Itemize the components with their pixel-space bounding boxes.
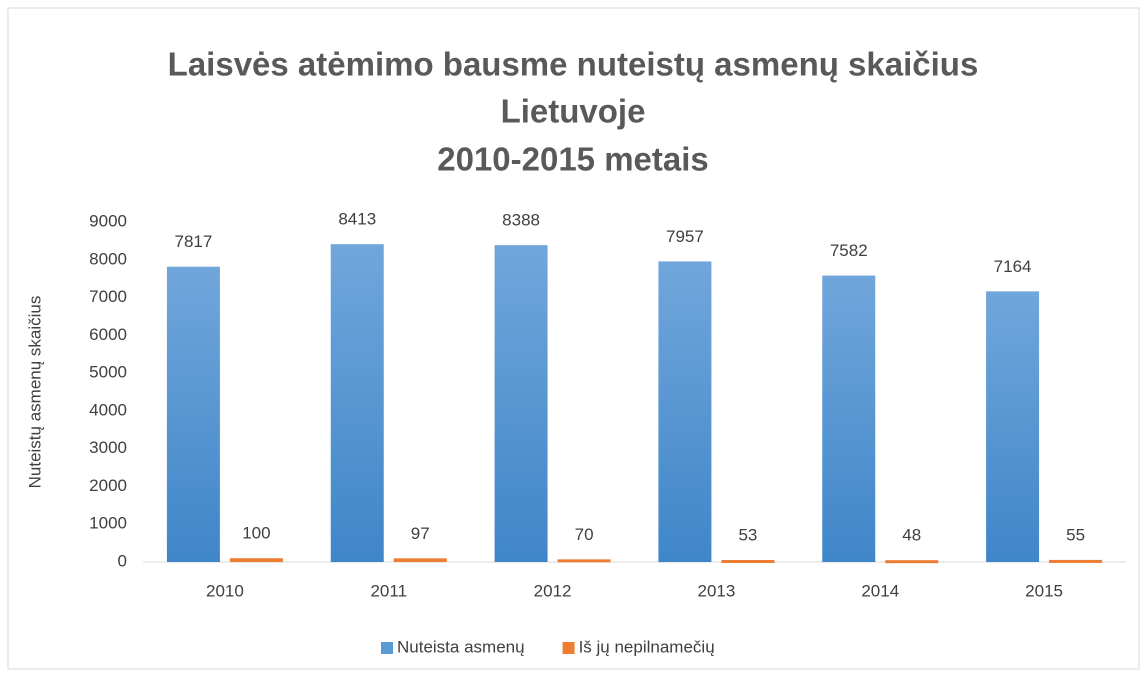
bar <box>229 558 283 562</box>
data-label: 70 <box>575 525 594 544</box>
y-tick-label: 9000 <box>89 211 127 230</box>
data-label: 53 <box>738 525 757 544</box>
bar <box>330 244 384 563</box>
x-tick-label: 2012 <box>534 581 572 600</box>
data-label: 97 <box>411 524 430 543</box>
bar <box>1049 559 1103 563</box>
y-tick-label: 6000 <box>89 325 127 344</box>
x-tick-label: 2014 <box>861 581 899 600</box>
legend-label: Nuteista asmenų <box>397 637 525 656</box>
y-tick-label: 8000 <box>89 249 127 268</box>
bar <box>166 266 220 562</box>
data-label: 7957 <box>666 227 704 246</box>
data-label: 8388 <box>502 211 540 230</box>
y-tick-label: 0 <box>118 551 127 570</box>
legend-label: Iš jų nepilnamečių <box>579 637 715 656</box>
x-tick-label: 2013 <box>698 581 736 600</box>
data-label: 8413 <box>338 210 376 229</box>
bar <box>721 559 775 563</box>
bar <box>885 560 939 564</box>
y-tick-label: 2000 <box>89 476 127 495</box>
x-tick-label: 2010 <box>206 581 244 600</box>
data-label: 7817 <box>175 232 213 251</box>
bar <box>822 275 876 562</box>
legend-swatch <box>381 642 393 654</box>
data-label: 48 <box>902 526 921 545</box>
bar <box>494 245 548 562</box>
y-axis-label: Nuteistų asmenų skaičius <box>25 296 44 489</box>
chart-title: 2010-2015 metais <box>437 141 709 178</box>
data-label: 55 <box>1066 525 1085 544</box>
y-tick-label: 5000 <box>89 363 127 382</box>
bar <box>986 291 1040 562</box>
y-tick-label: 7000 <box>89 287 127 306</box>
chart-title: Laisvės atėmimo bausme nuteistų asmenų s… <box>168 46 979 83</box>
data-label: 7582 <box>830 241 868 260</box>
y-tick-label: 1000 <box>89 514 127 533</box>
legend-swatch <box>562 642 575 654</box>
y-tick-label: 3000 <box>89 438 127 457</box>
bar <box>393 558 447 562</box>
chart-title: Lietuvoje <box>501 93 646 130</box>
bar <box>658 261 712 562</box>
x-tick-label: 2011 <box>370 581 407 600</box>
x-tick-label: 2015 <box>1025 581 1063 600</box>
y-tick-label: 4000 <box>89 400 127 419</box>
data-label: 7164 <box>994 257 1032 276</box>
data-label: 100 <box>242 524 270 543</box>
bar <box>557 559 611 563</box>
